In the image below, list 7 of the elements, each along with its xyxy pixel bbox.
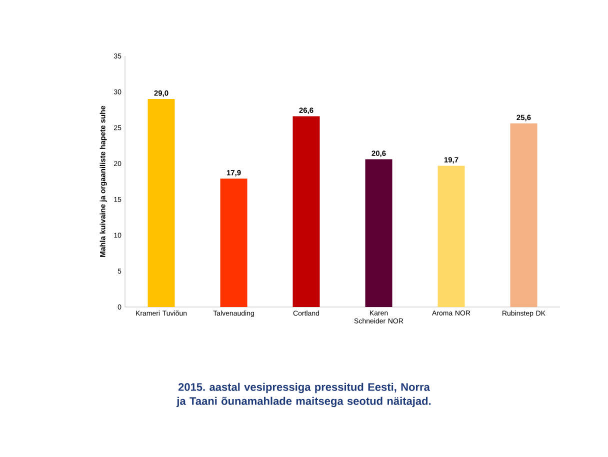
bar [148, 99, 175, 307]
bar [220, 178, 248, 307]
bar [292, 116, 320, 307]
bar [365, 159, 392, 307]
text: 2015. aastal vesipressiga pressitud Eesti, Norra ja Taani õunamahlade maitsega seotud näitajad. [176, 382, 431, 408]
bar [510, 123, 538, 307]
bar [438, 166, 465, 307]
